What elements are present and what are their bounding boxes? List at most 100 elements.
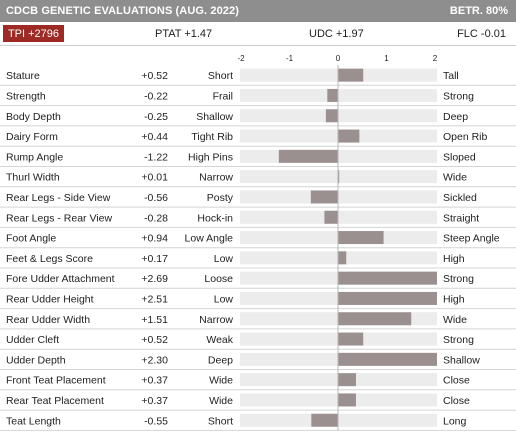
trait-bar: [310, 190, 338, 204]
trait-bar: [338, 271, 437, 285]
high-label: Close: [443, 395, 470, 407]
trait-value: -0.22: [144, 90, 168, 102]
low-label: Frail: [213, 90, 233, 102]
low-label: Narrow: [199, 314, 233, 326]
tpi-badge: TPI +2796: [3, 25, 64, 42]
trait-name: Rear Legs - Side View: [6, 192, 111, 204]
low-label: Weak: [206, 334, 233, 346]
tick-label: 1: [384, 54, 389, 63]
high-label: Straight: [443, 212, 479, 224]
high-label: High: [443, 253, 465, 265]
high-label: Strong: [443, 334, 474, 346]
trait-value: +2.30: [141, 354, 168, 366]
trait-bar: [338, 231, 384, 245]
low-label: Loose: [204, 273, 233, 285]
trait-value: +0.37: [141, 375, 168, 387]
high-label: Sloped: [443, 151, 476, 163]
trait-name: Fore Udder Attachment: [6, 273, 115, 285]
low-label: Wide: [209, 375, 233, 387]
high-label: Steep Angle: [443, 233, 500, 245]
trait-name: Rear Teat Placement: [6, 395, 104, 407]
trait-name: Teat Length: [6, 415, 61, 427]
trait-value: +1.51: [141, 314, 168, 326]
trait-value: -0.55: [144, 415, 168, 427]
trait-bar: [338, 129, 360, 143]
low-label: Hock-in: [197, 212, 233, 224]
trait-name: Rear Legs - Rear View: [6, 212, 112, 224]
trait-value: +0.52: [141, 70, 168, 82]
reliability-label: BETR. 80%: [449, 5, 508, 17]
tick-label: 2: [433, 54, 438, 63]
udc-value: UDC +1.97: [309, 28, 364, 40]
high-label: Strong: [443, 90, 474, 102]
trait-value: +2.69: [141, 273, 168, 285]
trait-name: Strength: [6, 90, 46, 102]
tick-label: -2: [237, 54, 245, 63]
trait-name: Rear Udder Height: [6, 293, 94, 305]
trait-bar: [338, 68, 364, 82]
trait-name: Udder Depth: [6, 354, 66, 366]
trait-bar: [338, 332, 364, 346]
trait-bar: [325, 109, 338, 123]
summary-row: TPI +2796 PTAT +1.47 UDC +1.97 FLC -0.01: [0, 22, 516, 46]
low-label: Deep: [208, 354, 233, 366]
low-label: Short: [208, 415, 233, 427]
linear-traits-chart: -2 -1 0 1 2 Stature +0.52 Short Tall Strength -0.2…: [0, 54, 516, 431]
flc-value: FLC -0.01: [457, 28, 506, 40]
trait-value: +0.01: [141, 172, 168, 184]
trait-bar: [278, 149, 338, 163]
high-label: Long: [443, 415, 467, 427]
high-label: Open Rib: [443, 131, 488, 143]
trait-bar: [338, 373, 356, 387]
low-label: Low: [214, 293, 234, 305]
trait-bar: [311, 413, 338, 427]
high-label: Tall: [443, 70, 459, 82]
trait-bar: [324, 210, 338, 224]
trait-bar: [338, 393, 356, 407]
low-label: Short: [208, 70, 233, 82]
trait-value: -1.22: [144, 151, 168, 163]
trait-name: Feet & Legs Score: [6, 253, 93, 265]
trait-name: Rear Udder Width: [6, 314, 90, 326]
high-label: Deep: [443, 111, 468, 123]
trait-name: Udder Cleft: [6, 334, 59, 346]
high-label: Strong: [443, 273, 474, 285]
low-label: Low Angle: [185, 233, 234, 245]
trait-value: -0.25: [144, 111, 168, 123]
high-label: Wide: [443, 314, 467, 326]
header-bar: CDCB GENETIC EVALUATIONS (AUG. 2022) BET…: [0, 0, 516, 22]
high-label: Shallow: [443, 354, 480, 366]
low-label: Shallow: [196, 111, 233, 123]
trait-value: +0.94: [141, 233, 168, 245]
trait-name: Front Teat Placement: [6, 375, 106, 387]
trait-bar: [338, 251, 347, 265]
low-label: Low: [214, 253, 234, 265]
tick-label: -1: [286, 54, 294, 63]
trait-name: Foot Angle: [6, 233, 56, 245]
trait-value: -0.28: [144, 212, 168, 224]
high-label: Sickled: [443, 192, 477, 204]
trait-bar: [338, 312, 412, 326]
trait-bar: [338, 170, 340, 184]
high-label: Close: [443, 375, 470, 387]
trait-value: +2.51: [141, 293, 168, 305]
trait-value: +0.52: [141, 334, 168, 346]
trait-value: +0.44: [141, 131, 168, 143]
high-label: High: [443, 293, 465, 305]
trait-bar: [327, 88, 338, 102]
low-label: High Pins: [188, 151, 233, 163]
trait-name: Thurl Width: [6, 172, 60, 184]
trait-value: +0.17: [141, 253, 168, 265]
low-label: Wide: [209, 395, 233, 407]
high-label: Wide: [443, 172, 467, 184]
trait-name: Dairy Form: [6, 131, 58, 143]
trait-name: Body Depth: [6, 111, 61, 123]
ptat-value: PTAT +1.47: [155, 28, 213, 40]
trait-value: +0.37: [141, 395, 168, 407]
chart-title: CDCB GENETIC EVALUATIONS (AUG. 2022): [6, 5, 239, 17]
low-label: Narrow: [199, 172, 233, 184]
low-label: Tight Rib: [191, 131, 233, 143]
low-label: Posty: [207, 192, 234, 204]
tick-label: 0: [336, 54, 341, 63]
trait-name: Rump Angle: [6, 151, 63, 163]
